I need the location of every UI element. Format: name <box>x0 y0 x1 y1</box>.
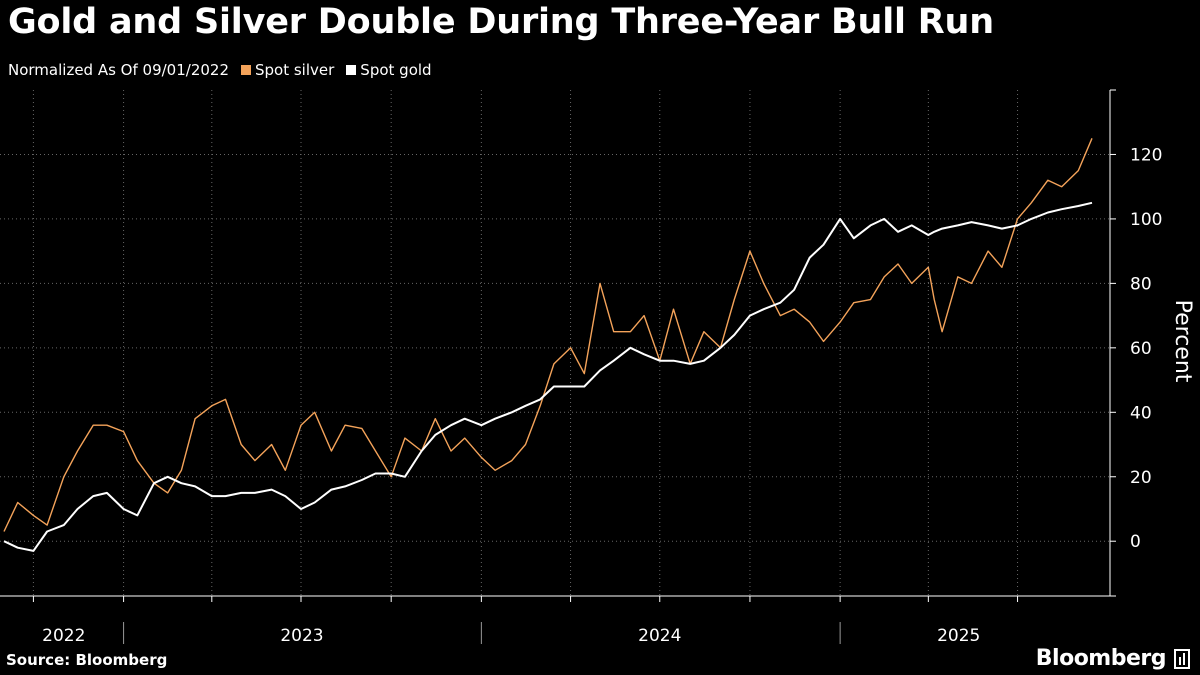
year-label: 2025 <box>937 626 980 646</box>
bloomberg-logo: Bloomberg <box>1036 646 1190 671</box>
brand-text: Bloomberg <box>1035 646 1167 671</box>
series-line-silver <box>3 138 1093 532</box>
bloomberg-chart-icon <box>1174 648 1190 669</box>
legend-swatch-silver <box>241 65 251 75</box>
y-tick-label: 60 <box>1130 339 1152 359</box>
year-label: 2024 <box>638 626 681 646</box>
y-tick-label: 120 <box>1130 145 1162 165</box>
chart-title: Gold and Silver Double During Three-Year… <box>8 2 994 42</box>
legend-note: Normalized As Of 09/01/2022 <box>8 61 229 79</box>
y-tick-label: 100 <box>1130 210 1162 230</box>
legend: Normalized As Of 09/01/2022 Spot silver … <box>8 61 432 79</box>
legend-swatch-gold <box>346 65 357 75</box>
legend-label-gold: Spot gold <box>360 61 432 79</box>
legend-label-silver: Spot silver <box>255 61 335 79</box>
y-tick-label: 20 <box>1130 468 1152 488</box>
series-line-gold <box>3 201 1093 552</box>
y-tick-label: 0 <box>1130 532 1141 552</box>
y-tick-label: 80 <box>1130 274 1152 294</box>
source-note: Source: Bloomberg <box>6 651 168 669</box>
y-tick-label: 40 <box>1130 403 1152 423</box>
year-label: 2022 <box>42 626 85 646</box>
y-axis-label: Percent <box>1170 300 1195 383</box>
year-label: 2023 <box>280 626 323 646</box>
